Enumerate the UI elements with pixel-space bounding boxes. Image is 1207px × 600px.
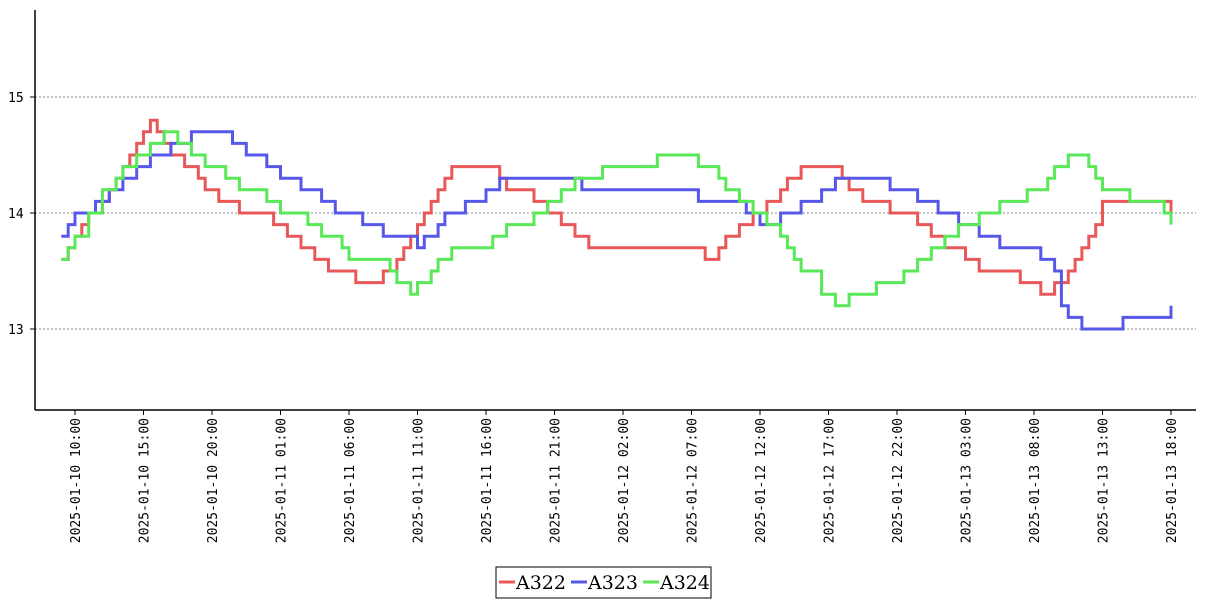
legend-label: A323 <box>587 572 638 594</box>
x-tick-label: 2025-01-12 07:00 <box>686 418 701 543</box>
x-tick-label: 2025-01-11 06:00 <box>343 418 358 543</box>
x-tick-label: 2025-01-10 10:00 <box>69 418 84 543</box>
x-tick-label: 2025-01-10 20:00 <box>206 418 221 543</box>
y-tick-label: 13 <box>8 323 24 338</box>
x-tick-label: 2025-01-12 17:00 <box>823 418 838 543</box>
x-tick-label: 2025-01-11 21:00 <box>549 418 564 543</box>
x-tick-label: 2025-01-11 01:00 <box>275 418 290 543</box>
x-tick-label: 2025-01-10 15:00 <box>138 418 153 543</box>
y-axis-ticks: 13 14 15 <box>8 91 35 338</box>
x-tick-label: 2025-01-12 02:00 <box>617 418 632 543</box>
series-line-a324 <box>61 130 1173 308</box>
series-lines <box>61 118 1173 331</box>
x-tick-label: 2025-01-12 12:00 <box>754 418 769 543</box>
y-tick-label: 14 <box>8 207 24 222</box>
legend-box <box>495 566 712 599</box>
x-tick-label: 2025-01-13 18:00 <box>1165 418 1180 543</box>
legend-label: A324 <box>659 572 710 594</box>
series-line-a322 <box>61 118 1173 296</box>
x-tick-label: 2025-01-11 16:00 <box>480 418 495 543</box>
legend: A322 A323 A324 <box>495 566 712 599</box>
x-tick-label: 2025-01-13 03:00 <box>960 418 975 543</box>
y-tick-label: 15 <box>8 91 24 106</box>
legend-label: A322 <box>515 572 566 594</box>
series-line-a323 <box>61 130 1173 331</box>
x-tick-label: 2025-01-13 13:00 <box>1097 418 1112 543</box>
x-tick-label: 2025-01-12 22:00 <box>891 418 906 543</box>
x-axis-ticks: 2025-01-10 10:00 2025-01-10 15:00 2025-01-… <box>69 410 1180 543</box>
x-tick-label: 2025-01-11 11:00 <box>412 418 427 543</box>
grid-lines <box>35 96 1196 330</box>
x-tick-label: 2025-01-13 08:00 <box>1028 418 1043 543</box>
